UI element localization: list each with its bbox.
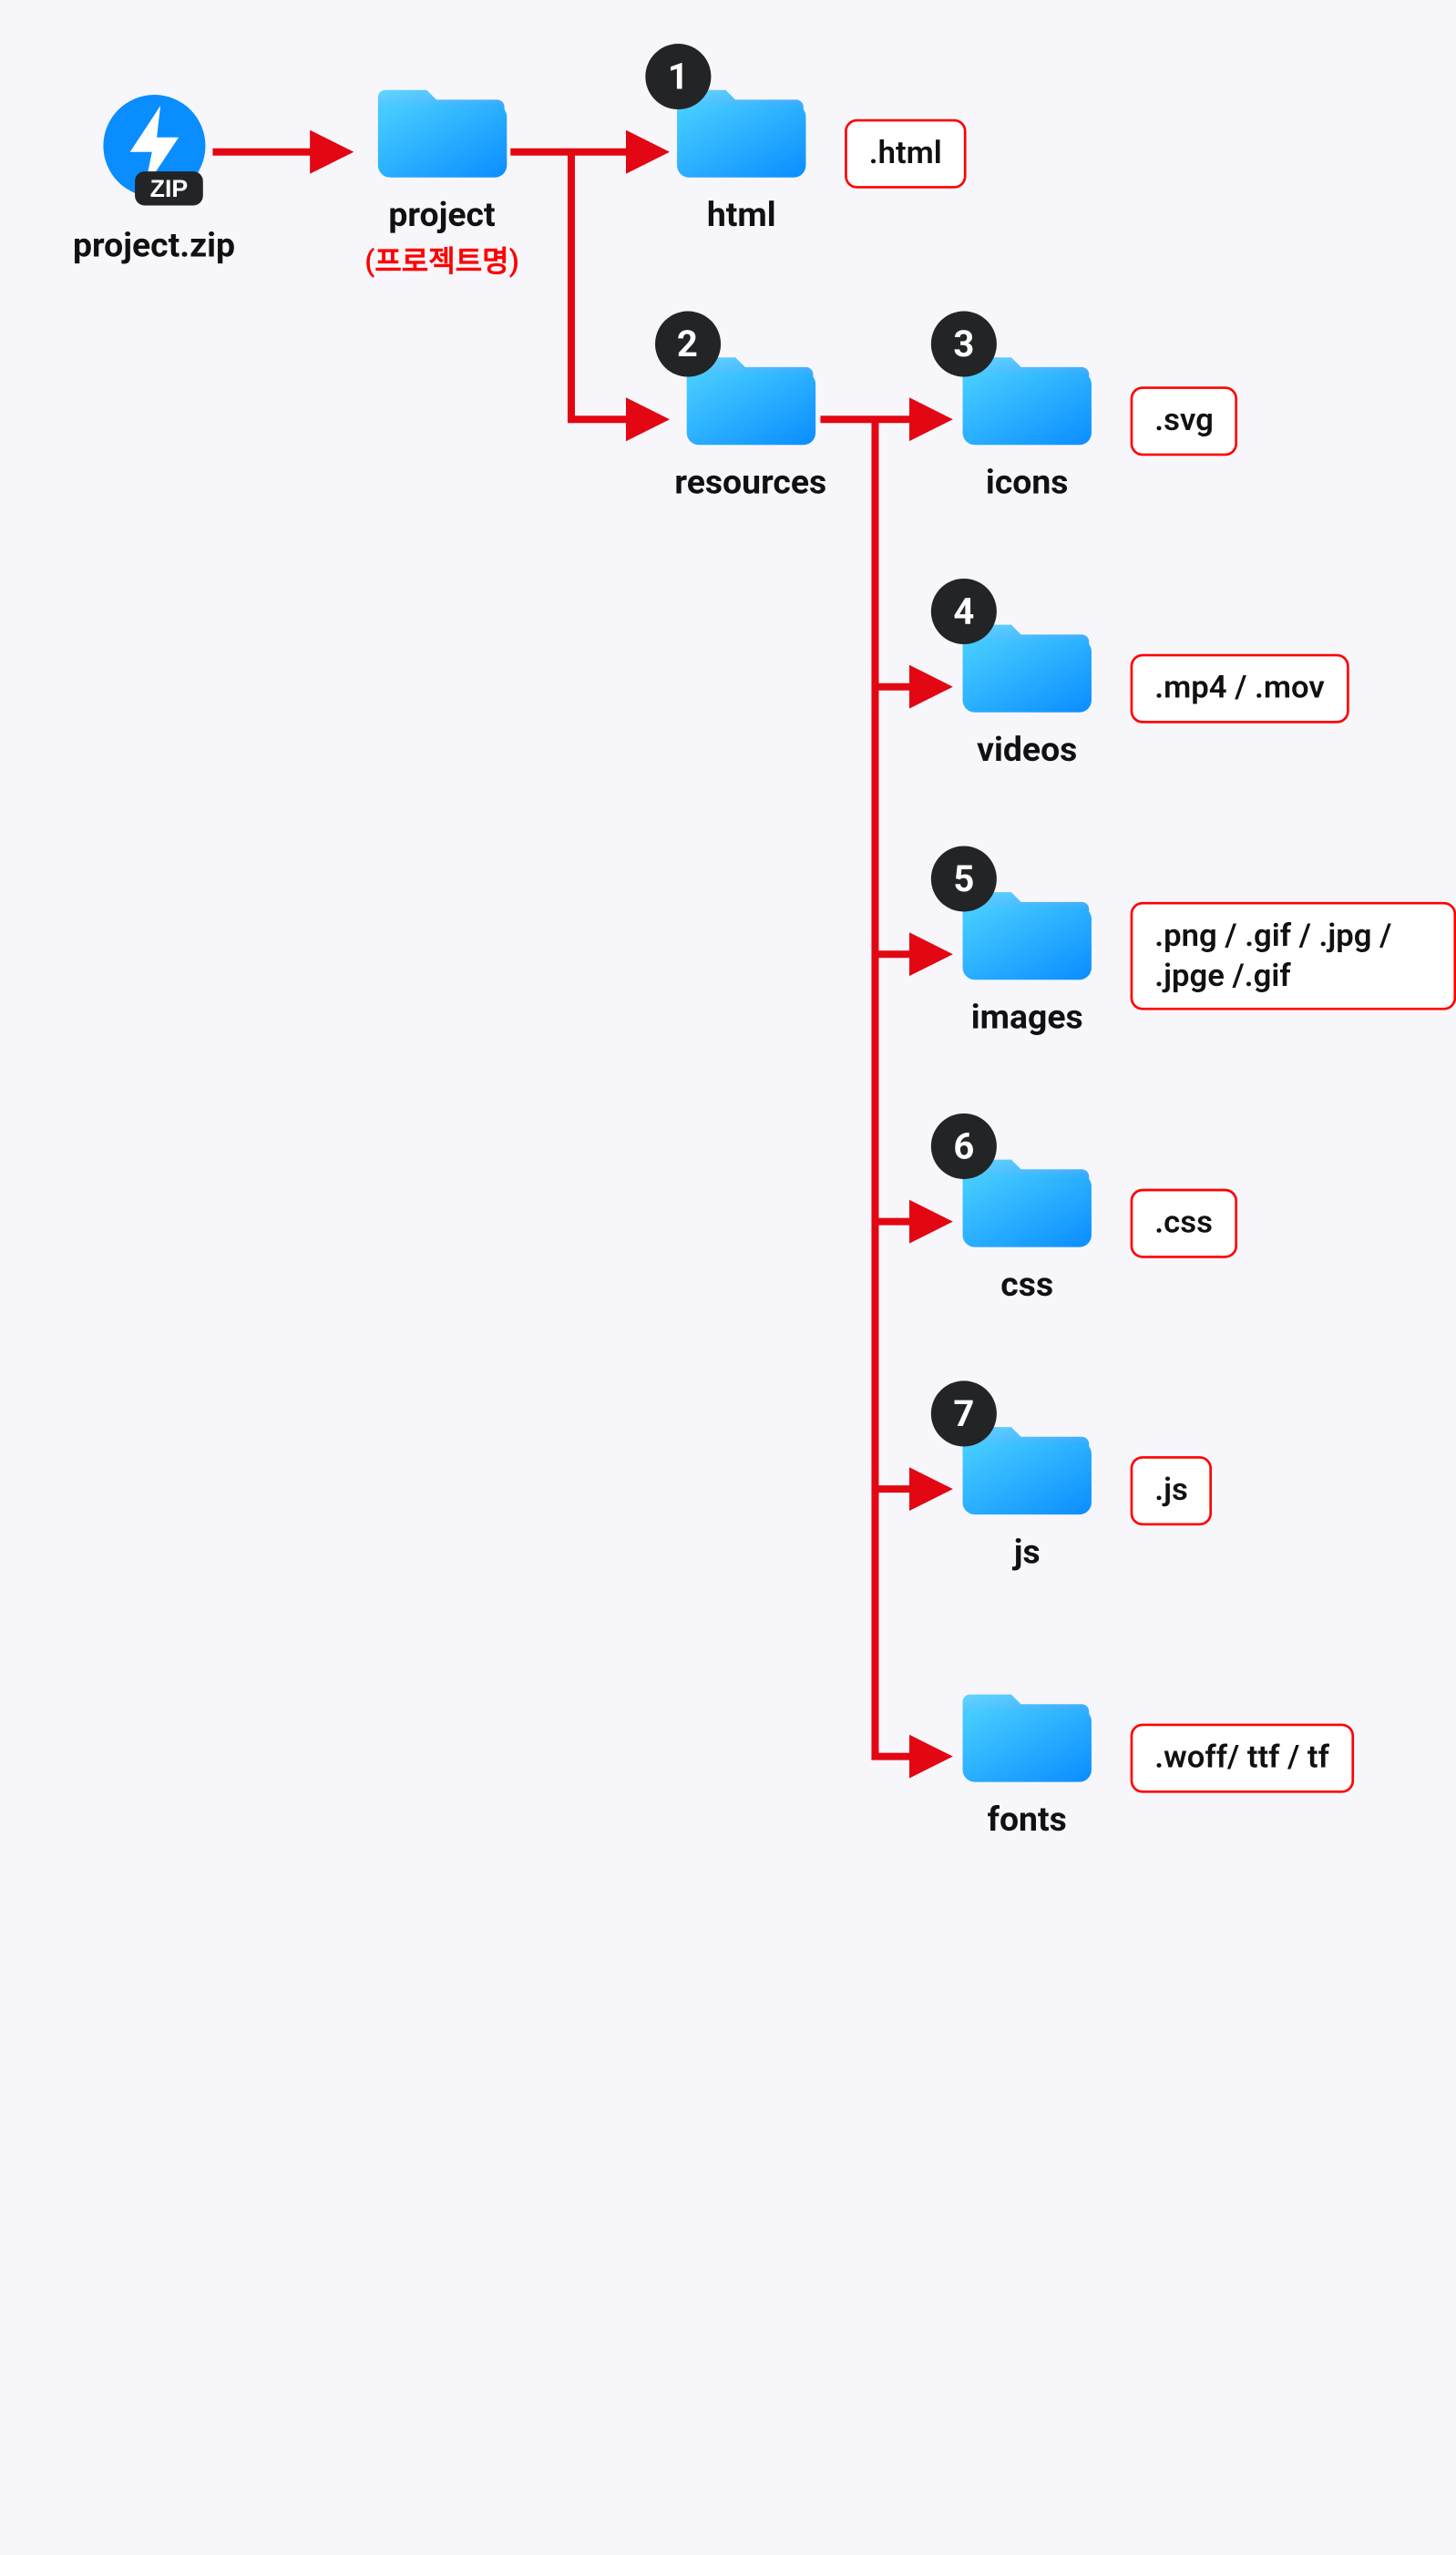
fonts-label: fonts [988,1799,1067,1839]
node-resources: 2 resources [674,341,826,502]
html-label: html [707,194,776,234]
badge-1: 1 [645,44,711,109]
ext-fonts: .woff/ ttf / tf [1131,1724,1354,1792]
node-zip: ZIP project.zip [73,91,235,265]
badge-6: 6 [931,1113,997,1179]
badge-5: 5 [931,846,997,911]
images-label: images [971,997,1083,1037]
badge-3: 3 [931,312,997,377]
js-label: js [1014,1532,1041,1572]
zip-file-icon: ZIP [93,91,214,212]
project-label: project [388,194,495,234]
css-label: css [1000,1264,1053,1304]
ext-html: .html [845,119,966,188]
folder-icon [375,73,509,182]
badge-2: 2 [654,312,720,377]
icons-label: icons [986,462,1069,502]
node-videos: 4 videos [960,608,1094,769]
folder-icon [960,1678,1094,1787]
node-css: 6 css [960,1143,1094,1304]
node-project: project (프로젝트명) [364,73,519,280]
ext-images: .png / .gif / .jpg / .jpge /.gif [1131,902,1456,1011]
ext-svg: .svg [1131,386,1238,455]
ext-video: .mp4 / .mov [1131,654,1349,723]
node-html: 1 html [674,73,808,234]
zip-label: project.zip [73,225,235,265]
node-images: 5 images [960,875,1094,1036]
badge-4: 4 [931,579,997,644]
resources-label: resources [674,462,826,502]
ext-js: .js [1131,1456,1213,1524]
ext-css: .css [1131,1189,1237,1257]
badge-7: 7 [931,1380,997,1446]
node-fonts: fonts [960,1678,1094,1839]
node-js: 7 js [960,1410,1094,1571]
project-sublabel: (프로젝트명) [364,237,519,280]
svg-text:ZIP: ZIP [149,175,188,202]
videos-label: videos [977,729,1077,769]
node-icons: 3 icons [960,341,1094,502]
